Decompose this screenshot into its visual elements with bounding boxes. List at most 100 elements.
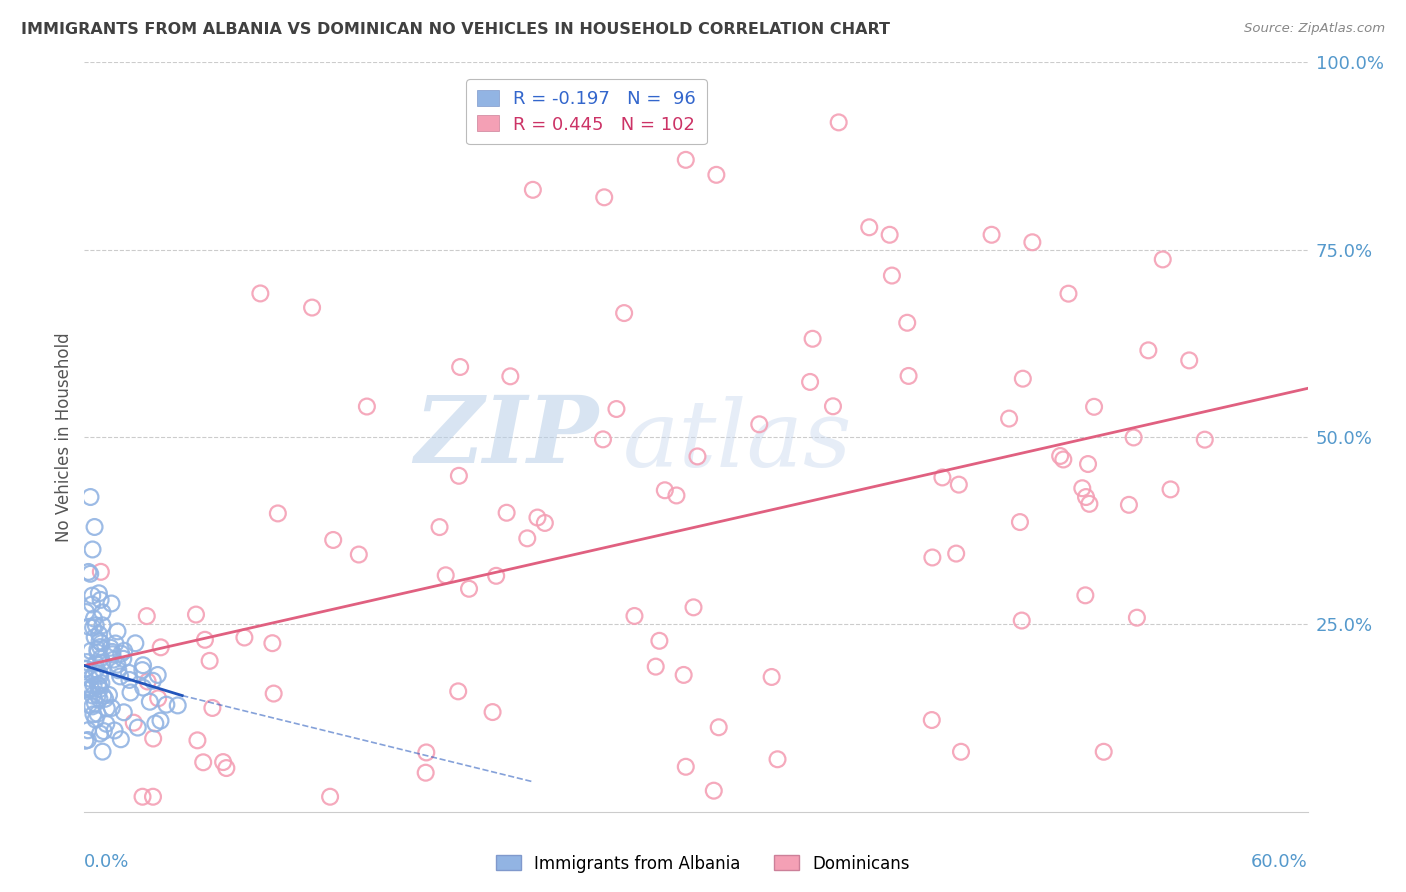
Point [1083, 400, 1105, 414]
Point [1160, 483, 1182, 497]
Point [921, 713, 943, 727]
Point [90, 676, 112, 690]
Point [1122, 430, 1144, 444]
Point [103, 652, 125, 666]
Point [75, 733, 97, 747]
Point [707, 720, 730, 734]
Point [522, 183, 544, 197]
Point [1194, 433, 1216, 447]
Point [644, 659, 666, 673]
Point [87, 586, 110, 600]
Point [198, 654, 221, 668]
Point [136, 674, 159, 689]
Point [215, 761, 238, 775]
Point [858, 220, 880, 235]
Point [267, 507, 290, 521]
Point [801, 332, 824, 346]
Point [86, 642, 108, 657]
Point [80, 598, 103, 612]
Point [682, 600, 704, 615]
Point [84, 713, 107, 727]
Point [79, 672, 101, 686]
Point [980, 227, 1002, 242]
Point [434, 568, 457, 582]
Point [516, 532, 538, 546]
Point [481, 705, 503, 719]
Point [87, 627, 110, 641]
Point [485, 569, 508, 583]
Point [82, 689, 104, 703]
Point [675, 153, 697, 167]
Point [91, 689, 114, 703]
Point [146, 691, 169, 706]
Point [1008, 515, 1031, 529]
Text: 60.0%: 60.0% [1251, 853, 1308, 871]
Point [605, 402, 627, 417]
Point [93, 724, 115, 739]
Point [142, 789, 165, 804]
Point [91, 618, 114, 632]
Point [104, 723, 127, 738]
Point [1077, 457, 1099, 471]
Text: 0.0%: 0.0% [84, 853, 129, 871]
Point [107, 657, 129, 672]
Point [139, 695, 162, 709]
Point [89, 682, 111, 697]
Point [654, 483, 676, 498]
Point [186, 733, 208, 747]
Point [142, 731, 165, 746]
Point [101, 645, 124, 659]
Point [110, 732, 132, 747]
Point [143, 716, 166, 731]
Point [233, 631, 256, 645]
Point [96, 716, 118, 731]
Point [112, 706, 135, 720]
Point [799, 375, 821, 389]
Point [77, 698, 100, 712]
Point [83, 611, 105, 625]
Point [672, 668, 695, 682]
Point [84, 657, 107, 671]
Point [184, 607, 207, 622]
Point [686, 450, 709, 464]
Point [356, 400, 378, 414]
Point [75, 662, 97, 676]
Point [112, 644, 135, 658]
Point [415, 765, 437, 780]
Point [76, 682, 98, 697]
Point [118, 673, 141, 687]
Point [80, 681, 103, 696]
Point [1071, 481, 1094, 495]
Point [948, 477, 970, 491]
Point [84, 663, 107, 677]
Point [1074, 490, 1097, 504]
Text: IMMIGRANTS FROM ALBANIA VS DOMINICAN NO VEHICLES IN HOUSEHOLD CORRELATION CHART: IMMIGRANTS FROM ALBANIA VS DOMINICAN NO … [21, 22, 890, 37]
Point [89, 669, 111, 683]
Point [766, 752, 789, 766]
Point [499, 369, 522, 384]
Point [613, 306, 636, 320]
Point [90, 636, 112, 650]
Point [131, 789, 153, 804]
Point [83, 679, 105, 693]
Point [665, 488, 688, 502]
Point [495, 506, 517, 520]
Point [127, 721, 149, 735]
Point [447, 468, 470, 483]
Text: ZIP: ZIP [413, 392, 598, 482]
Point [761, 670, 783, 684]
Point [703, 783, 725, 797]
Point [107, 624, 129, 639]
Point [84, 618, 107, 632]
Point [1052, 452, 1074, 467]
Point [998, 411, 1021, 425]
Point [828, 115, 851, 129]
Point [83, 520, 105, 534]
Point [706, 168, 728, 182]
Point [75, 605, 97, 619]
Point [1178, 353, 1201, 368]
Point [931, 470, 953, 484]
Text: Source: ZipAtlas.com: Source: ZipAtlas.com [1244, 22, 1385, 36]
Point [193, 756, 215, 770]
Point [91, 745, 114, 759]
